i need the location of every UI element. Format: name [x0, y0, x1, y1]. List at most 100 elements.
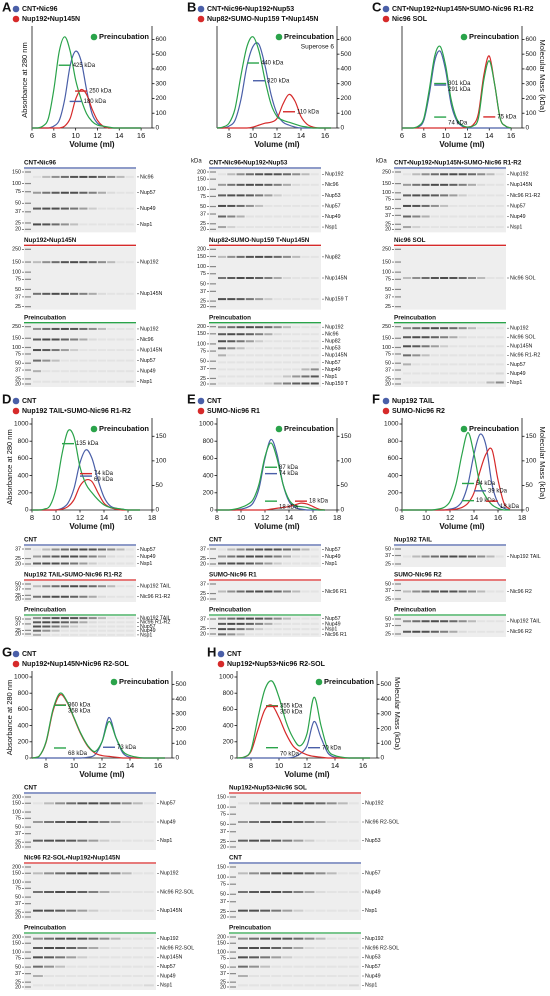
gel-band: [79, 625, 88, 628]
y2-tick-label: 100: [156, 110, 167, 117]
mass-label: 75 kDa: [497, 115, 517, 121]
gel-band: [337, 909, 348, 912]
gel-unit: kDa: [191, 159, 202, 165]
gel-band: [458, 620, 467, 623]
gel-band: [264, 340, 273, 343]
gel-band: [421, 372, 430, 375]
gel-band: [326, 937, 337, 940]
gel-band: [245, 562, 254, 565]
marker-label: 100: [217, 804, 226, 810]
gel-band: [255, 622, 264, 625]
marker-label: 50: [385, 287, 391, 293]
gel-band: [255, 354, 264, 357]
band-label: Nsp1: [140, 561, 152, 567]
gel-band: [292, 562, 301, 565]
gel-band: [110, 909, 121, 912]
marker-label: 150: [217, 941, 226, 947]
y2-tick-label: 50: [526, 482, 534, 489]
gel-band: [337, 937, 348, 940]
gel-band: [326, 821, 337, 823]
gel-band: [293, 821, 304, 823]
gel-band: [477, 336, 486, 339]
marker-band: [210, 290, 216, 292]
gel-band: [255, 298, 264, 301]
gel-band: [227, 590, 236, 593]
gel-title: Nic96 R2-SOL•Nup192•Nup145N: [24, 855, 121, 862]
gel-band: [458, 173, 467, 176]
gel-band: [218, 617, 227, 620]
marker-band: [395, 182, 401, 185]
gel-band: [42, 625, 51, 628]
band-label: Nup53: [325, 193, 341, 199]
gel-band: [486, 630, 495, 633]
gel-band: [99, 956, 110, 959]
marker-label: 50: [15, 361, 21, 367]
gel-band: [107, 292, 116, 295]
gel-band: [51, 359, 60, 362]
curve: [217, 442, 325, 511]
gel-band: [55, 937, 66, 940]
gel-band: [51, 370, 60, 373]
y2-tick-label: 400: [526, 66, 537, 73]
gel-band: [264, 555, 273, 558]
marker-band: [25, 887, 31, 889]
x-axis-label: Volume (ml): [69, 522, 115, 531]
gel-band: [348, 984, 359, 987]
gel-band: [97, 595, 106, 598]
gel-band: [55, 872, 66, 875]
gel-band: [33, 223, 42, 226]
y2-tick-label: 300: [156, 80, 167, 87]
gel-band: [51, 338, 60, 341]
gel-band: [412, 183, 421, 186]
gel-band: [245, 215, 254, 218]
gel-band: [292, 215, 301, 218]
marker-label: 25: [200, 299, 206, 305]
gel-band: [143, 975, 154, 977]
y2-tick-label: 300: [526, 80, 537, 87]
gel-band: [60, 370, 69, 373]
marker-band: [25, 306, 31, 308]
gel-band: [70, 548, 79, 551]
gel-band: [477, 277, 486, 279]
marker-label: 37: [200, 616, 206, 622]
y2-tick-label: 200: [341, 95, 352, 102]
y2-tick-label: 400: [156, 66, 167, 73]
gel-band: [282, 173, 291, 176]
x-tick-label: 10: [71, 131, 79, 140]
gel-band: [486, 372, 495, 375]
mass-label: 358 kDa: [68, 709, 91, 715]
gel-band: [218, 204, 227, 207]
gel-band: [273, 277, 282, 279]
gel-title: CNT•Nic96•Nup192•Nup53: [209, 160, 288, 167]
marker-band: [395, 296, 401, 298]
gel-band: [88, 872, 99, 875]
gel-band: [282, 215, 291, 218]
gel-band: [99, 909, 110, 912]
gel-band: [310, 215, 319, 218]
gel-band: [403, 277, 412, 279]
x-tick-label: 12: [261, 513, 269, 522]
gel-band: [60, 327, 69, 330]
marker-band: [210, 618, 216, 620]
gel-band: [66, 821, 77, 823]
gel-band: [412, 345, 421, 348]
y-tick-label: 1000: [14, 674, 29, 681]
marker-band: [395, 326, 401, 328]
gel-band: [264, 633, 273, 636]
gel-band: [273, 183, 282, 186]
y2-tick-label: 600: [526, 36, 537, 43]
gel-band: [51, 327, 60, 330]
gel-band: [125, 585, 134, 588]
gel-band: [44, 821, 54, 823]
gel-band: [44, 975, 54, 977]
gel-band: [310, 354, 319, 357]
mass-label: 18 kDa: [500, 504, 520, 510]
gel-band: [238, 909, 248, 912]
gel-title: CNT•Nup192•Nup145N•SUMO-Nic96 R1-R2: [394, 160, 522, 167]
band-label: Nup53: [325, 346, 341, 352]
gel-band: [33, 595, 42, 598]
gel-band: [42, 338, 51, 341]
gel-band: [88, 629, 97, 632]
marker-band: [25, 248, 31, 250]
gel-band: [403, 226, 412, 229]
